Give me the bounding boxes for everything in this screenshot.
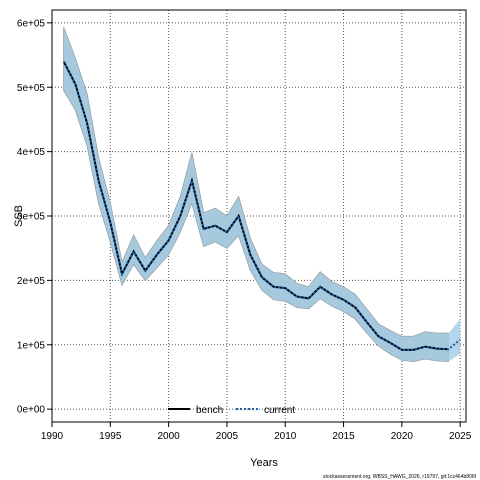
footer-text: stockassessment.org, WBSS_HAWG_2026, r19… xyxy=(323,474,477,480)
x-tick-label-2020: 2020 xyxy=(391,431,414,442)
x-tick-label-2000: 2000 xyxy=(157,431,180,442)
y-tick-label-1: 1e+05 xyxy=(17,340,46,351)
legend: bench current xyxy=(168,405,295,416)
x-tick-label-2005: 2005 xyxy=(216,431,239,442)
legend-label-current: current xyxy=(264,405,295,416)
x-axis: 1990 1995 2000 2005 2010 2015 2020 2025 xyxy=(41,422,472,442)
legend-label-bench: bench xyxy=(196,405,223,416)
y-axis-title: SSB xyxy=(13,205,25,227)
series-line-current xyxy=(62,61,461,351)
confidence-band-current xyxy=(63,27,461,362)
y-axis: 0e+00 1e+05 2e+05 3e+05 4e+05 5e+05 6e+05 xyxy=(17,18,52,416)
series-line-bench xyxy=(62,61,449,351)
y-tick-label-0: 0e+00 xyxy=(17,405,46,416)
y-tick-label-6: 6e+05 xyxy=(17,18,46,29)
x-tick-label-1995: 1995 xyxy=(99,431,122,442)
y-tick-label-5: 5e+05 xyxy=(17,83,46,94)
y-tick-label-2: 2e+05 xyxy=(17,276,46,287)
x-tick-label-1990: 1990 xyxy=(41,431,64,442)
confidence-band-bench xyxy=(63,27,449,363)
y-tick-label-4: 4e+05 xyxy=(17,147,46,158)
x-tick-label-2010: 2010 xyxy=(274,431,297,442)
x-tick-label-2015: 2015 xyxy=(332,431,355,442)
x-axis-title: Years xyxy=(250,457,278,469)
x-tick-label-2025: 2025 xyxy=(449,431,472,442)
y-tick-label-3: 3e+05 xyxy=(17,212,46,223)
